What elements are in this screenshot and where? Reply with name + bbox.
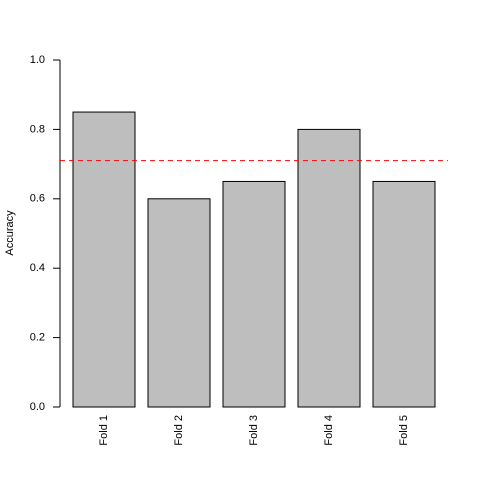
- x-tick-label: Fold 3: [248, 415, 260, 446]
- y-tick-label: 0.4: [30, 262, 45, 274]
- y-tick-label: 0.0: [30, 401, 45, 413]
- y-tick-label: 0.6: [30, 193, 45, 205]
- bar: [147, 198, 211, 408]
- bar: [297, 128, 361, 408]
- y-tick-label: 0.2: [30, 332, 45, 344]
- bar: [72, 111, 136, 408]
- x-tick-label: Fold 2: [173, 415, 185, 446]
- y-tick-label: 1.0: [30, 54, 45, 66]
- x-tick-label: Fold 4: [323, 415, 335, 446]
- bar: [372, 180, 436, 408]
- y-tick-label: 0.8: [30, 123, 45, 135]
- bar: [222, 180, 286, 408]
- x-tick-label: Fold 5: [398, 415, 410, 446]
- y-axis-label: Accuracy: [4, 210, 16, 256]
- x-tick-label: Fold 1: [98, 415, 110, 446]
